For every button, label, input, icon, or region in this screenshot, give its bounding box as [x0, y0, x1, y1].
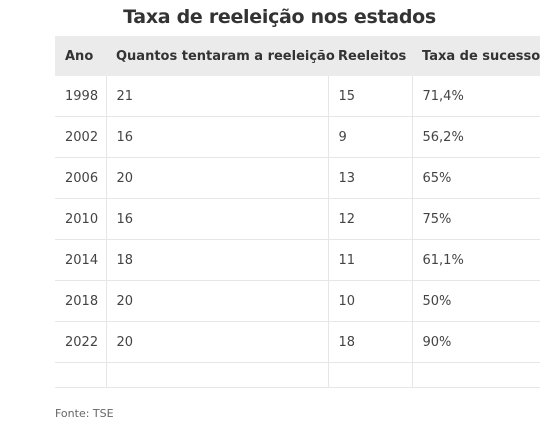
table-cell: 56,2% — [411, 116, 540, 158]
table-cell: 90% — [411, 321, 540, 363]
table-row: 2010 16 12 75% — [55, 198, 540, 240]
table-row: 2018 20 10 50% — [55, 280, 540, 322]
table-cell: 61,1% — [411, 239, 540, 281]
table-cell: 9 — [327, 116, 412, 158]
header-cell: Reeleitos — [328, 36, 412, 76]
header-cell: Ano — [55, 36, 106, 76]
table-cell: 18 — [327, 321, 412, 363]
table-cell: 20 — [105, 280, 328, 322]
empty-cell — [105, 362, 328, 388]
table-row: 1998 21 15 71,4% — [55, 76, 540, 117]
header-cell: Quantos tentaram a reeleição — [106, 36, 335, 76]
table-cell: 50% — [411, 280, 540, 322]
table-cell: 21 — [105, 76, 328, 117]
empty-row — [55, 362, 540, 388]
table-cell: 10 — [327, 280, 412, 322]
title: Taxa de reeleição nos estados — [123, 6, 436, 28]
table-cell: 13 — [327, 157, 412, 199]
header-row: Ano Quantos tentaram a reeleição Reeleitos… — [55, 36, 540, 76]
table-cell: 18 — [105, 239, 328, 281]
table-row: 2022 20 18 90% — [55, 321, 540, 363]
table-cell: 20 — [105, 157, 328, 199]
table-cell: 2002 — [55, 116, 106, 158]
table-cell: 16 — [105, 198, 328, 240]
empty-cell — [55, 362, 106, 388]
table-cell: 75% — [411, 198, 540, 240]
table: Ano Quantos tentaram a reeleição Reeleitos… — [55, 36, 540, 388]
table-cell: 11 — [327, 239, 412, 281]
table-cell: 71,4% — [411, 76, 540, 117]
table-cell: 16 — [105, 116, 328, 158]
table-cell: 2014 — [55, 239, 106, 281]
table-cell: 2018 — [55, 280, 106, 322]
table-row: 2002 16 9 56,2% — [55, 116, 540, 158]
empty-cell — [327, 362, 412, 388]
table-cell: 2006 — [55, 157, 106, 199]
source: Fonte: TSE — [55, 407, 114, 420]
header-cell: Taxa de sucesso — [412, 36, 540, 76]
table-row: 2014 18 11 61,1% — [55, 239, 540, 281]
table-cell: 12 — [327, 198, 412, 240]
table-cell: 65% — [411, 157, 540, 199]
table-cell: 20 — [105, 321, 328, 363]
table-cell: 15 — [327, 76, 412, 117]
table-cell: 2022 — [55, 321, 106, 363]
table-body: 1998 21 15 71,4% 2002 16 9 56,2% 2006 20 13 65% 2010… — [55, 76, 540, 388]
empty-cell — [411, 362, 540, 388]
table-cell: 1998 — [55, 76, 106, 117]
table-cell: 2010 — [55, 198, 106, 240]
table-row: 2006 20 13 65% — [55, 157, 540, 199]
